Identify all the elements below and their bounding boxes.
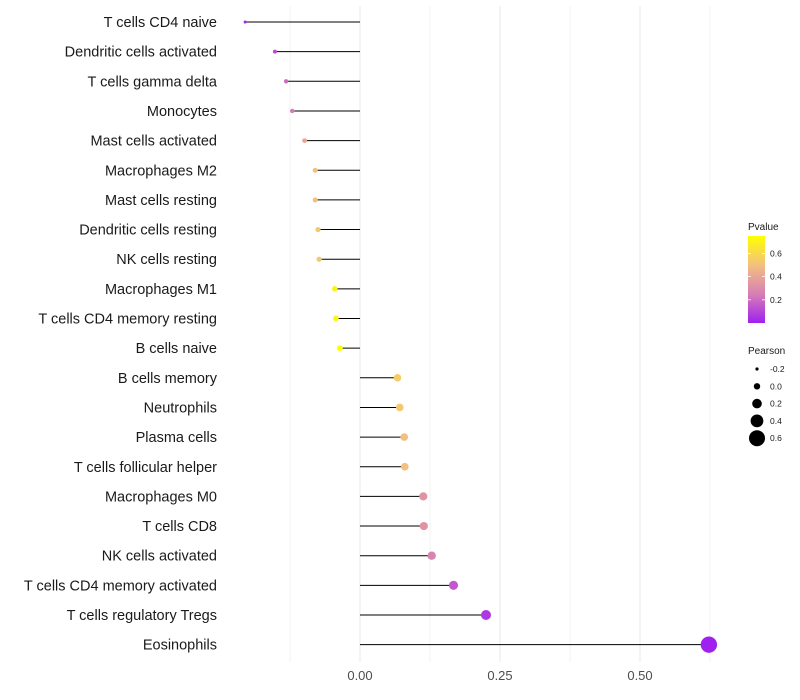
lollipop-dot: [315, 226, 321, 233]
pvalue-colorbar: [748, 236, 765, 323]
category-label: T cells CD4 memory activated: [24, 578, 217, 594]
lollipop-dot: [400, 433, 409, 441]
pearson-legend-title: Pearson: [748, 346, 785, 357]
pearson-legend-dot: [753, 383, 761, 390]
lollipop-dot: [393, 374, 402, 382]
x-tick-label: 0.00: [347, 668, 372, 683]
category-label: Dendritic cells activated: [65, 45, 217, 61]
pearson-legend-dot: [755, 367, 759, 371]
category-label: Monocytes: [147, 104, 217, 120]
category-label: Macrophages M0: [105, 489, 217, 505]
category-label: T cells gamma delta: [88, 74, 218, 90]
category-label: B cells naive: [136, 341, 217, 357]
lollipop-dot: [448, 580, 459, 590]
lollipop-dot: [316, 256, 322, 262]
category-label: Eosinophils: [143, 638, 217, 654]
pearson-legend: Pearson -0.2 0.0 0.2 0.4 0.6: [748, 346, 785, 447]
lollipop-dot: [336, 345, 343, 352]
category-label: T cells CD4 memory resting: [38, 312, 217, 328]
pearson-legend-label: 0.6: [770, 433, 782, 443]
category-label: Macrophages M2: [105, 163, 217, 179]
category-label: NK cells activated: [102, 549, 217, 565]
lollipop-dot: [395, 403, 404, 412]
pearson-legend-label: 0.4: [770, 416, 782, 426]
pvalue-legend-title: Pvalue: [748, 222, 779, 233]
pearson-legend-dot: [752, 398, 762, 409]
lollipop-dot: [312, 167, 318, 173]
category-label: Plasma cells: [136, 430, 217, 446]
lollipop-dot: [302, 138, 307, 144]
lollipop-dot: [481, 610, 491, 620]
x-tick-label: 0.25: [487, 668, 512, 683]
lollipop-dot: [243, 20, 247, 24]
pvalue-legend: Pvalue 0.6 0.4 0.2: [748, 222, 782, 323]
pvalue-legend-ticks: 0.6 0.4 0.2: [748, 248, 782, 305]
category-label: T cells CD4 naive: [104, 15, 217, 31]
lollipop-dot: [290, 108, 295, 114]
pearson-legend-label: 0.2: [770, 399, 782, 409]
pvalue-tick-label: 0.4: [770, 272, 782, 282]
lollipop-dot: [331, 286, 338, 292]
category-labels: T cells CD4 naive Dendritic cells activat…: [24, 15, 218, 654]
category-label: Macrophages M1: [105, 282, 217, 298]
category-label: Neutrophils: [144, 400, 217, 416]
grid-lines: [289, 6, 711, 662]
pvalue-tick-label: 0.6: [770, 248, 782, 258]
lollipop-dot: [283, 79, 289, 84]
category-label: Dendritic cells resting: [79, 223, 217, 239]
category-label: NK cells resting: [116, 252, 217, 268]
pearson-legend-label: 0.0: [770, 381, 782, 391]
pearson-legend-dot: [749, 430, 765, 447]
pearson-legend-items: -0.2 0.0 0.2 0.4 0.6: [749, 364, 785, 447]
pearson-legend-dot: [750, 414, 764, 428]
category-label: B cells memory: [118, 371, 218, 387]
pvalue-tick-label: 0.2: [770, 295, 782, 305]
pearson-legend-label: -0.2: [770, 364, 785, 374]
lollipop-dot: [312, 197, 318, 203]
lollipop-dot: [700, 636, 718, 653]
category-label: T cells CD8: [142, 519, 217, 535]
lollipop-dots: [243, 20, 718, 653]
lollipop-dot: [272, 49, 277, 54]
x-tick-label: 0.50: [627, 668, 652, 683]
lollipop-stems: [245, 21, 709, 646]
lollipop-dot: [419, 521, 428, 531]
lollipop-dot: [333, 315, 339, 322]
category-label: Mast cells resting: [105, 193, 217, 209]
lollipop-dot: [427, 551, 436, 560]
category-label: T cells regulatory Tregs: [67, 608, 217, 624]
lollipop-dot: [419, 492, 428, 501]
category-label: T cells follicular helper: [74, 460, 217, 476]
lollipop-dot: [400, 462, 409, 471]
category-label: Mast cells activated: [90, 134, 217, 150]
x-axis-ticks: 0.00 0.25 0.50: [347, 668, 652, 683]
